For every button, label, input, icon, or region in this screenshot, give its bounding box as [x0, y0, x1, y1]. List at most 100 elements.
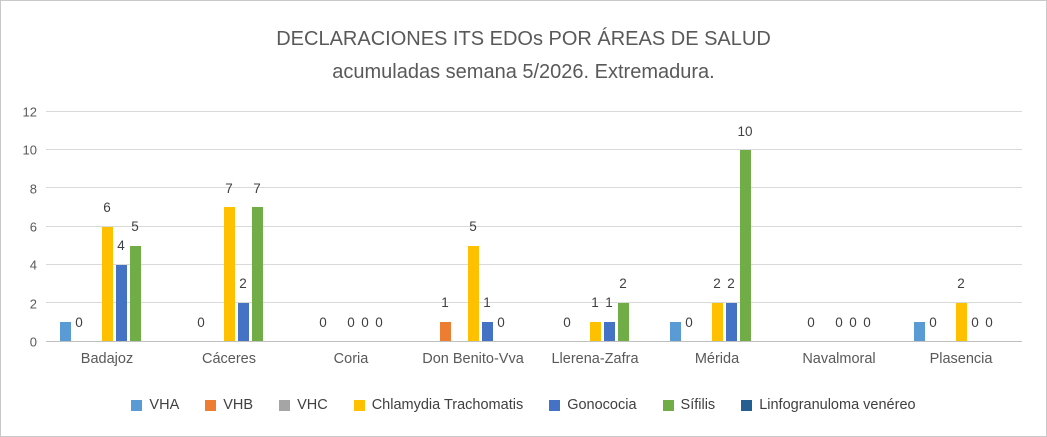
data-label-chlamydia-trachomatis-merida: 2 [713, 276, 721, 292]
legend-swatch-vha [131, 399, 143, 411]
slot-chlamydia-trachomatis-caceres: 7 [223, 112, 235, 341]
data-label-chlamydia-trachomatis-don-benito-vva: 5 [469, 219, 477, 235]
data-label-sifilis-caceres: 7 [253, 180, 261, 196]
slot-sifilis-caceres: 7 [251, 112, 263, 341]
bars-caceres: 0 7 2 7 [168, 112, 290, 341]
bar-chlamydia-trachomatis-llerena-zafra [589, 321, 601, 341]
bar-chlamydia-trachomatis-merida [711, 302, 723, 341]
slot-linfogranuloma-venereo-coria [388, 112, 399, 341]
data-label-gonococia-llerena-zafra: 1 [605, 295, 613, 311]
bar-gonococia-llerena-zafra [603, 321, 615, 341]
slot-vhc-caceres [210, 112, 221, 341]
slot-vhb-merida: 0 [684, 112, 695, 341]
y-axis: 0 2 4 6 8 10 12 [7, 105, 39, 350]
chart-title: DECLARACIONES ITS EDOs POR ÁREAS DE SALU… [1, 23, 1046, 89]
slot-vha-don-benito-vva [426, 112, 437, 341]
bar-group-caceres: 0 7 2 7 [168, 112, 290, 341]
legend-item-vhc: VHC [279, 397, 328, 413]
legend-item-chlamydia-trachomatis: Chlamydia Trachomatis [353, 397, 523, 413]
data-label-vhb-plasencia: 0 [929, 314, 937, 330]
slot-vhb-badajoz: 0 [74, 112, 85, 341]
bar-sifilis-merida [739, 150, 751, 341]
slot-vhb-don-benito-vva: 1 [439, 112, 451, 341]
data-label-sifilis-plasencia: 0 [985, 314, 993, 330]
bar-group-merida: 0 2 2 10 [656, 112, 778, 341]
bar-vha-badajoz [59, 321, 71, 341]
data-label-gonococia-coria: 0 [361, 314, 369, 330]
legend-item-linfogranuloma-venereo: Linfogranuloma venéreo [741, 397, 916, 413]
data-label-vhb-don-benito-vva: 1 [441, 295, 449, 311]
data-label-gonococia-don-benito-vva: 1 [483, 295, 491, 311]
chart-title-line2: acumuladas semana 5/2026. Extremadura. [332, 61, 715, 83]
slot-vhc-plasencia [942, 112, 953, 341]
bar-sifilis-badajoz [129, 245, 141, 341]
data-label-gonococia-plasencia: 0 [971, 314, 979, 330]
data-label-sifilis-llerena-zafra: 2 [619, 276, 627, 292]
slot-linfogranuloma-venereo-merida [754, 112, 765, 341]
bar-groups: 0 6 4 5 0 7 2 7 0 0 0 0 1 5 1 0 0 1 1 2 0 2 2 10 0 0 0 0 0 2 0 0 [46, 112, 1022, 341]
slot-gonococia-don-benito-vva: 1 [481, 112, 493, 341]
data-label-vhb-badajoz: 0 [75, 314, 83, 330]
data-label-sifilis-navalmoral: 0 [863, 314, 871, 330]
legend-label-vhb: VHB [223, 397, 254, 413]
x-label-plasencia: Plasencia [929, 351, 993, 367]
slot-linfogranuloma-venereo-plasencia [998, 112, 1009, 341]
slot-gonococia-caceres: 2 [237, 112, 249, 341]
gridline-12 [46, 111, 1022, 112]
data-label-chlamydia-trachomatis-llerena-zafra: 1 [591, 295, 599, 311]
bar-vha-plasencia [913, 321, 925, 341]
bar-sifilis-caceres [251, 207, 263, 341]
slot-vha-caceres [182, 112, 193, 341]
slot-gonococia-llerena-zafra: 1 [603, 112, 615, 341]
data-label-sifilis-don-benito-vva: 0 [497, 314, 505, 330]
data-label-vhb-navalmoral: 0 [807, 314, 815, 330]
slot-vhc-merida [698, 112, 709, 341]
slot-vhb-plasencia: 0 [928, 112, 939, 341]
legend-swatch-linfogranuloma-venereo [741, 399, 753, 411]
slot-vha-navalmoral [792, 112, 803, 341]
data-label-gonococia-merida: 2 [727, 276, 735, 292]
slot-vhb-llerena-zafra: 0 [562, 112, 573, 341]
slot-vhc-badajoz [88, 112, 99, 341]
data-label-sifilis-coria: 0 [375, 314, 383, 330]
slot-gonococia-plasencia: 0 [970, 112, 981, 341]
x-label-badajoz: Badajoz [80, 351, 134, 367]
slot-chlamydia-trachomatis-merida: 2 [711, 112, 723, 341]
slot-chlamydia-trachomatis-badajoz: 6 [101, 112, 113, 341]
y-tick-label-0: 0 [29, 334, 37, 350]
slot-vha-coria [304, 112, 315, 341]
data-label-gonococia-caceres: 2 [239, 276, 247, 292]
x-label-merida: Mérida [694, 351, 740, 367]
legend: VHA VHB VHC Chlamydia Trachomatis Gonococia S… [1, 397, 1046, 413]
x-axis: Badajoz Cáceres Coria Don Benito-Vva Llerena… [46, 351, 1022, 367]
slot-vhb-navalmoral: 0 [806, 112, 817, 341]
legend-swatch-gonococia [549, 399, 561, 411]
legend-swatch-sifilis [662, 399, 674, 411]
slot-linfogranuloma-venereo-navalmoral [876, 112, 887, 341]
data-label-vhb-merida: 0 [685, 314, 693, 330]
legend-item-vhb: VHB [205, 397, 253, 413]
data-label-sifilis-merida: 10 [737, 123, 753, 139]
data-label-chlamydia-trachomatis-badajoz: 6 [103, 200, 111, 215]
slot-chlamydia-trachomatis-llerena-zafra: 1 [589, 112, 601, 341]
slot-chlamydia-trachomatis-coria: 0 [346, 112, 357, 341]
data-label-chlamydia-trachomatis-navalmoral: 0 [835, 314, 843, 330]
slot-linfogranuloma-venereo-caceres [266, 112, 277, 341]
slot-sifilis-plasencia: 0 [984, 112, 995, 341]
slot-vha-llerena-zafra [548, 112, 559, 341]
gridline-2 [46, 301, 1022, 303]
bar-chlamydia-trachomatis-don-benito-vva [467, 245, 479, 341]
data-label-chlamydia-trachomatis-caceres: 7 [225, 180, 233, 196]
slot-vha-plasencia [913, 112, 925, 341]
y-tick-label-6: 6 [29, 219, 37, 235]
gridline-8 [46, 187, 1022, 189]
bar-chlamydia-trachomatis-badajoz [101, 226, 113, 341]
